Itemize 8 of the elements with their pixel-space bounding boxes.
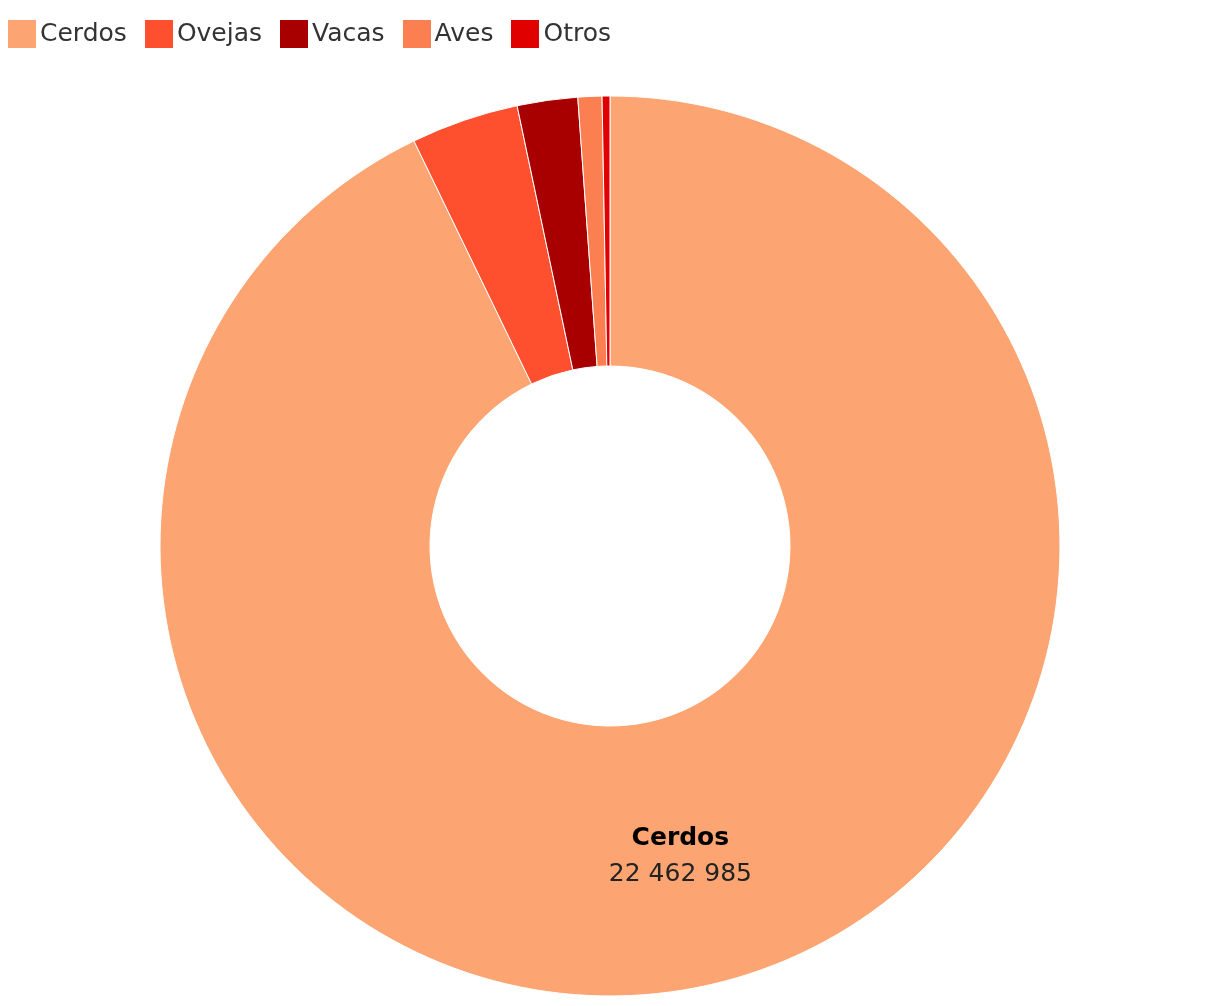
legend-label: Otros <box>543 18 611 47</box>
legend-label: Cerdos <box>40 18 127 47</box>
legend-label: Vacas <box>312 18 385 47</box>
data-label: 22 462 985 <box>608 858 752 888</box>
donut-slice <box>159 95 1061 997</box>
slice-label: Cerdos <box>631 822 730 852</box>
legend-label: Aves <box>434 18 494 47</box>
legend-label: Ovejas <box>176 18 263 47</box>
